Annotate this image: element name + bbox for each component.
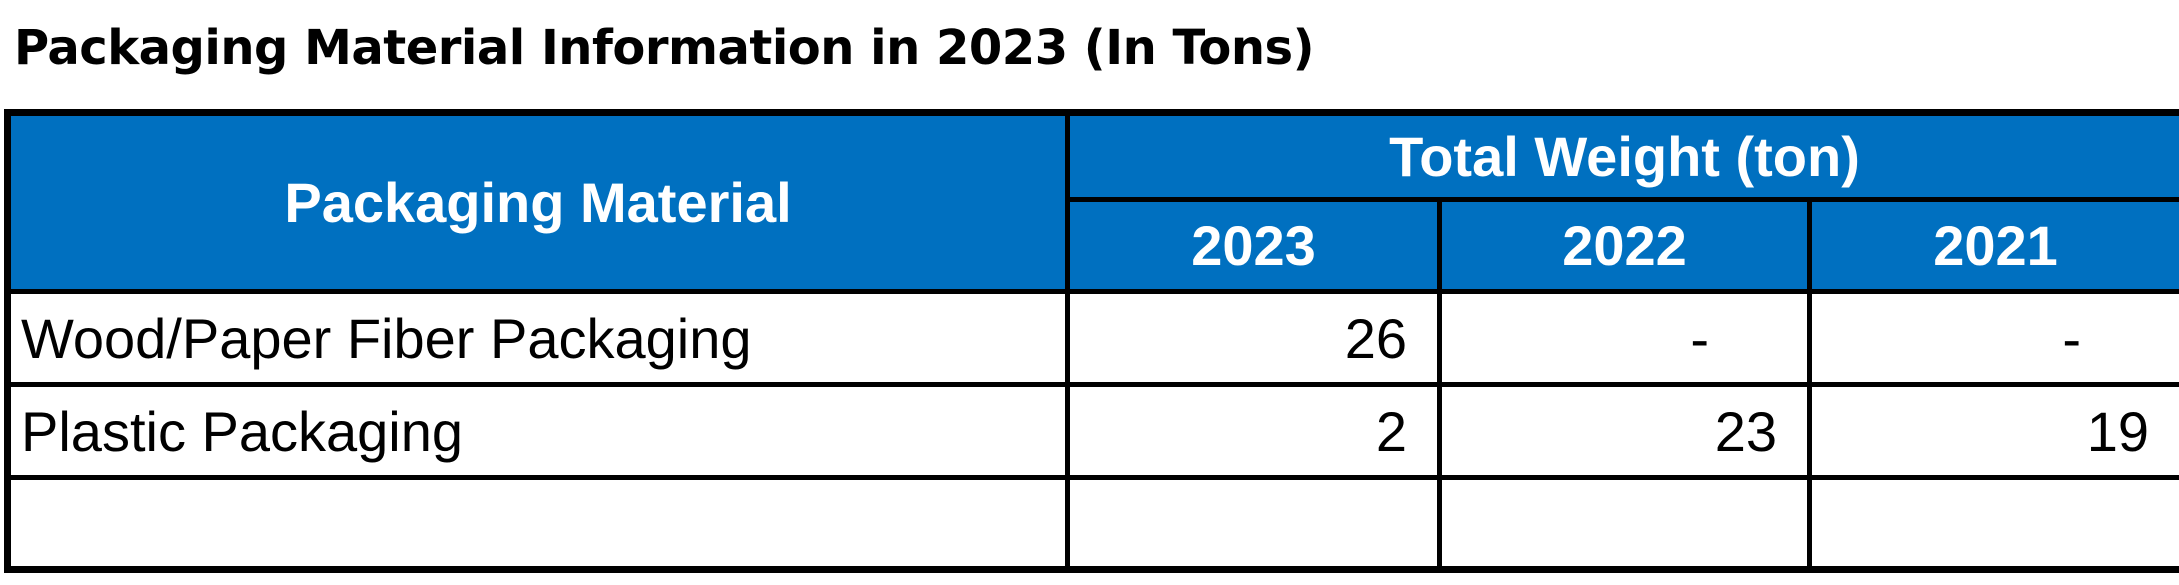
packaging-table-container: Packaging Material Total Weight (ton) 20… [4,109,2179,585]
cell-value-2021: 19 [1806,382,2179,480]
empty-cell [1437,475,1812,572]
header-row-years: 2023 2022 2021 [8,197,2179,294]
cell-value-2021: - [1806,289,2179,387]
packaging-table: Packaging Material Total Weight (ton) 20… [4,109,2179,573]
page-title: Packaging Material Information in 2023 (… [14,20,1315,76]
header-packaging-material: Packaging Material [5,110,1070,294]
cell-value-2023: 26 [1065,289,1442,387]
cell-value-2023: 2 [1065,382,1442,480]
table-row: Wood/Paper Fiber Packaging 26 - - [5,289,2179,387]
empty-cell [1065,475,1442,572]
empty-cell [1806,475,2179,572]
row-material-label: Plastic Packaging [5,382,1070,480]
cell-value-2022: 23 [1437,382,1812,480]
empty-cell [5,475,1070,572]
table-row: Plastic Packaging 2 23 19 [5,382,2179,480]
header-year-2021: 2021 [1806,197,2179,294]
header-year-2022: 2022 [1437,197,1812,294]
header-row-group: Packaging Material Total Weight (ton) [5,110,2179,294]
header-year-2023: 2023 [1065,197,1442,294]
row-material-label: Wood/Paper Fiber Packaging [5,289,1070,387]
cell-value-2022: - [1437,289,1812,387]
empty-table-row [5,475,2179,572]
header-total-weight: Total Weight (ton) [1064,110,2179,202]
